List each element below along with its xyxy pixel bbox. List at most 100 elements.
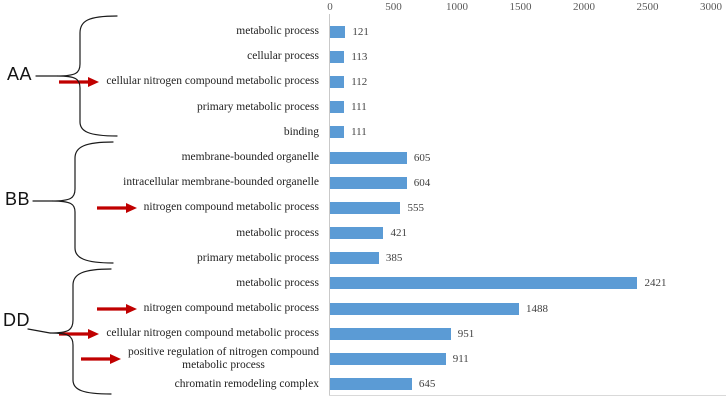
chart-row: chromatin remodeling complex 645 — [0, 372, 726, 397]
bar-cell: 951 — [330, 327, 726, 340]
bar-cell: 555 — [330, 201, 726, 214]
chart-row: primary metabolic process 385 — [0, 246, 726, 271]
category-label: metabolic process — [236, 25, 319, 38]
bar-cell: 645 — [330, 378, 726, 391]
group-label-dd: DD — [3, 310, 30, 330]
value-label: 645 — [418, 378, 436, 391]
category-label-line: nitrogen compound metabolic process — [143, 302, 319, 315]
value-label: 2421 — [644, 277, 667, 290]
value-label: 951 — [457, 327, 475, 340]
brace-aa — [56, 15, 118, 137]
axis-tick-label: 1500 — [509, 1, 532, 13]
bar — [330, 378, 412, 391]
category-label-line: metabolic process — [236, 226, 319, 239]
bar-rows: metabolic process 121 cellular process 113 c… — [0, 19, 726, 397]
bar — [330, 227, 384, 240]
value-label: 111 — [351, 101, 367, 114]
category-label-cell: cellular process — [0, 50, 330, 63]
category-label-line: primary metabolic process — [197, 251, 319, 264]
category-label-line: cellular nitrogen compound metabolic pro… — [106, 327, 319, 340]
category-label-line: nitrogen compound metabolic process — [143, 201, 319, 214]
brace-dd-connector — [27, 328, 51, 334]
bar — [330, 126, 345, 139]
category-label: cellular nitrogen compound metabolic pro… — [106, 75, 319, 88]
category-label: intracellular membrane-bounded organelle — [123, 176, 319, 189]
axis-zero-line — [329, 14, 330, 395]
bar — [330, 151, 407, 164]
red-arrow-icon — [59, 76, 100, 87]
red-arrow-icon — [96, 202, 137, 213]
value-label: 1488 — [525, 302, 548, 315]
bar — [330, 277, 638, 290]
bar — [330, 25, 346, 38]
category-label-cell: primary metabolic process — [0, 101, 330, 114]
category-label: metabolic process — [236, 277, 319, 290]
value-label: 385 — [385, 252, 403, 265]
group-label-aa: AA — [7, 64, 33, 84]
value-label: 604 — [413, 176, 431, 189]
bar — [330, 50, 345, 63]
axis-tick-label: 500 — [385, 1, 402, 13]
bar-cell: 121 — [330, 25, 726, 38]
axis-tick-label: 0 — [327, 1, 333, 13]
axis-tick-label: 2500 — [636, 1, 659, 13]
chart-row: primary metabolic process 111 — [0, 95, 726, 120]
bar-cell: 421 — [330, 227, 726, 240]
chart-row: metabolic process 2421 — [0, 271, 726, 296]
bar — [330, 302, 519, 315]
category-label: nitrogen compound metabolic process — [144, 302, 319, 315]
value-label: 911 — [452, 353, 469, 366]
axis-tick-label: 2000 — [573, 1, 595, 13]
bar — [330, 176, 407, 189]
brace-dd — [49, 268, 112, 395]
bar-cell: 113 — [330, 50, 726, 63]
category-label: nitrogen compound metabolic process — [144, 201, 319, 214]
chart-row: positive regulation of nitrogen compound… — [0, 346, 726, 371]
category-label-cell: nitrogen compound metabolic process — [0, 201, 330, 214]
chart-row: cellular process 113 — [0, 44, 726, 69]
category-label-line: chromatin remodeling complex — [174, 377, 319, 390]
bar — [330, 101, 345, 114]
chart-row: nitrogen compound metabolic process 1488 — [0, 296, 726, 321]
bar-cell: 911 — [330, 353, 726, 366]
category-label: chromatin remodeling complex — [175, 378, 319, 391]
category-label-line: metabolic process — [182, 359, 265, 372]
bar-cell: 604 — [330, 176, 726, 189]
category-label-cell: positive regulation of nitrogen compound… — [0, 346, 330, 372]
bar-cell: 111 — [330, 101, 726, 114]
bar-cell: 605 — [330, 151, 726, 164]
category-label-cell: binding — [0, 126, 330, 139]
bar — [330, 75, 345, 88]
category-label: cellular process — [247, 50, 319, 63]
category-label: primary metabolic process — [197, 252, 319, 265]
value-label: 121 — [352, 25, 369, 38]
category-label-line: intracellular membrane-bounded organelle — [123, 176, 319, 189]
category-label: cellular nitrogen compound metabolic pro… — [106, 327, 319, 340]
category-label-cell: primary metabolic process — [0, 252, 330, 265]
value-label: 605 — [413, 151, 431, 164]
category-label-line: metabolic process — [236, 25, 319, 38]
category-label: membrane-bounded organelle — [182, 151, 319, 164]
category-label: binding — [284, 126, 319, 139]
category-label: metabolic process — [236, 227, 319, 240]
category-label-cell: nitrogen compound metabolic process — [0, 302, 330, 315]
category-label-line: membrane-bounded organelle — [181, 150, 319, 163]
brace-bb — [51, 141, 114, 264]
bar-cell: 111 — [330, 126, 726, 139]
bar — [330, 201, 401, 214]
category-label: positive regulation of nitrogen compound… — [128, 346, 319, 372]
category-label-cell: membrane-bounded organelle — [0, 151, 330, 164]
chart-bottom-border — [329, 395, 726, 396]
chart-row: metabolic process 121 — [0, 19, 726, 44]
chart-row: binding 111 — [0, 120, 726, 145]
category-label-cell: metabolic process — [0, 277, 330, 290]
chart-row: metabolic process 421 — [0, 221, 726, 246]
category-label-cell: metabolic process — [0, 227, 330, 240]
red-arrow-icon — [96, 303, 137, 314]
value-label: 111 — [351, 126, 367, 139]
chart-row: intracellular membrane-bounded organelle… — [0, 170, 726, 195]
value-label: 113 — [351, 50, 368, 63]
category-label-line: binding — [283, 125, 319, 138]
